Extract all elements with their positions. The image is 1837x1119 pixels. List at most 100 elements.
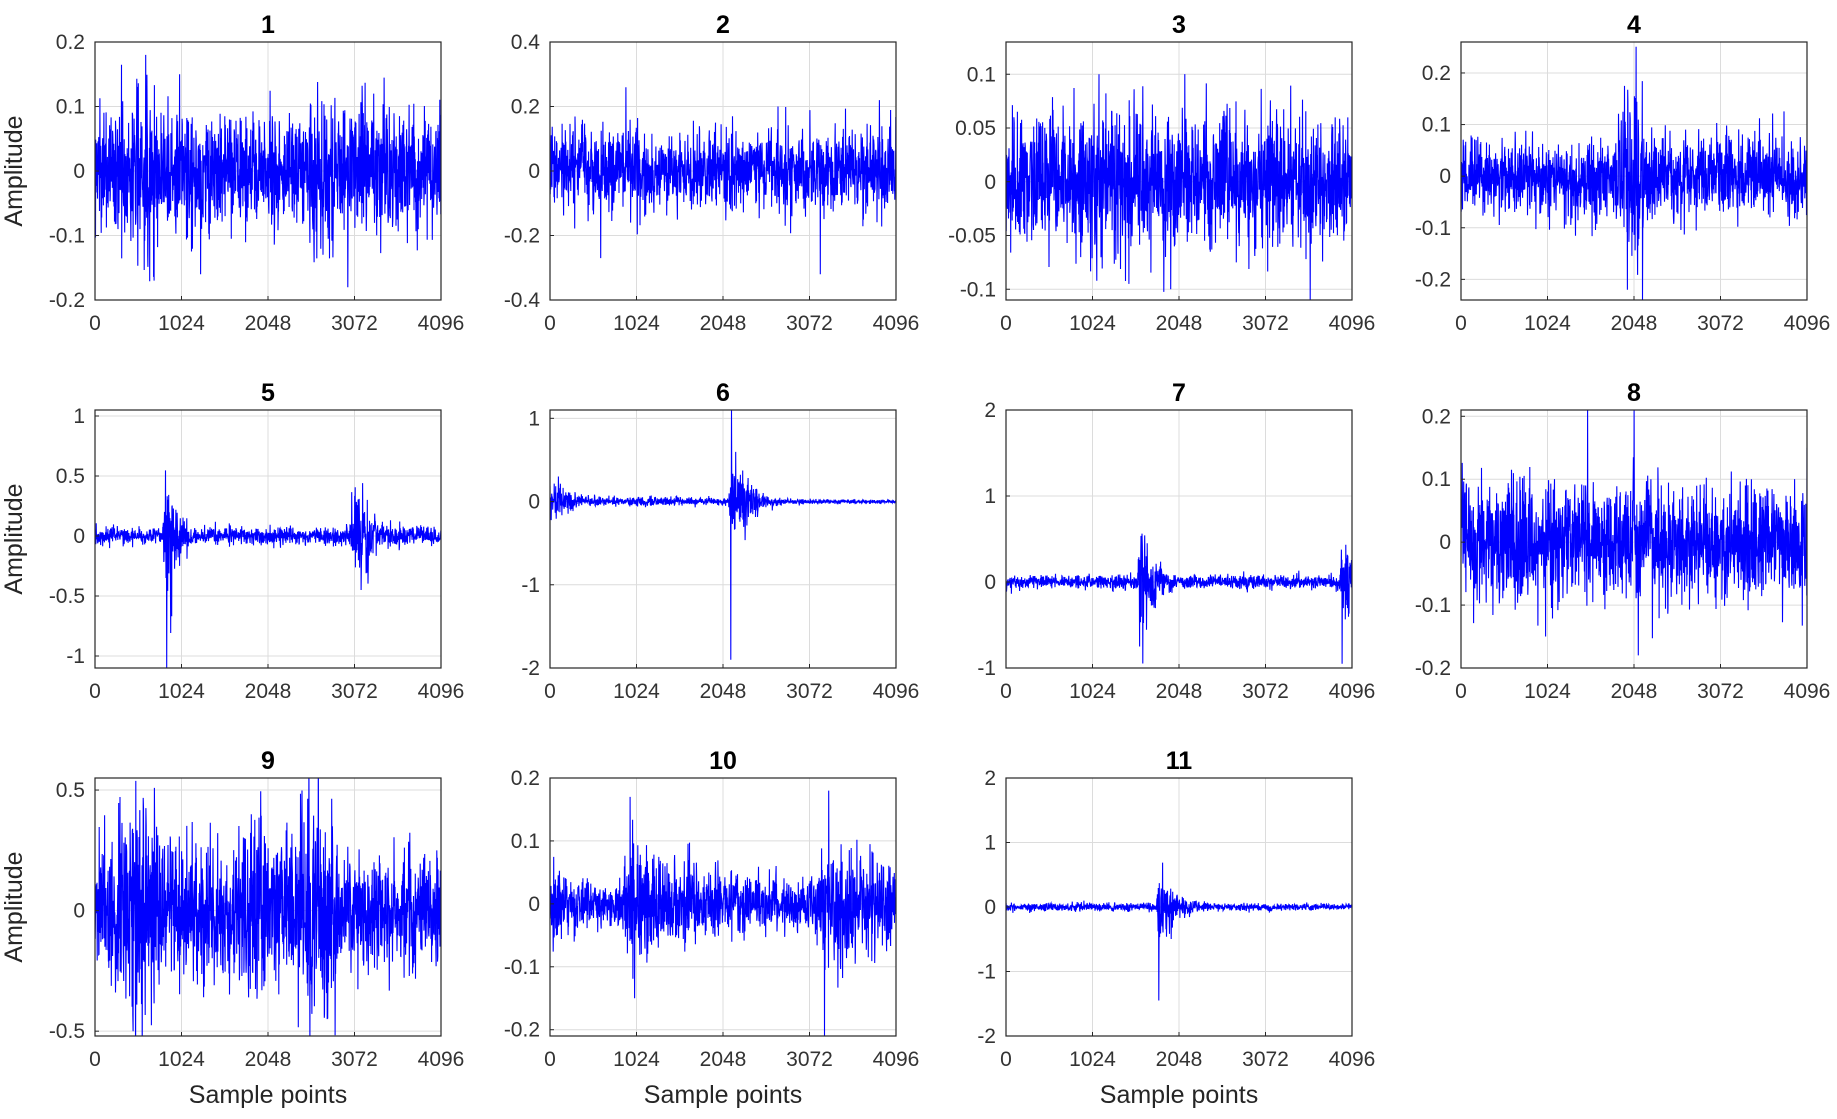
y-tick-label: 0.2 bbox=[511, 96, 540, 119]
subplot-1: 0 1024 2048 3072 4096 -0.2 -0.1 0 0.1 0.2 1 Amplitu… bbox=[0, 11, 464, 335]
x-tick-label: 4096 bbox=[418, 1048, 465, 1071]
subplot-title: 2 bbox=[716, 11, 730, 39]
x-tick-label: 4096 bbox=[873, 1048, 920, 1071]
y-tick-label: 1 bbox=[984, 832, 996, 855]
x-tick-label: 2048 bbox=[1611, 680, 1658, 703]
y-tick-label: 0.5 bbox=[56, 465, 85, 488]
y-tick-label: 0.05 bbox=[955, 117, 996, 140]
subplot-8: 0 1024 2048 3072 4096 -0.2 -0.1 0 0.1 0.2 8 bbox=[1415, 379, 1831, 703]
x-tick-label: 4096 bbox=[418, 312, 465, 335]
x-tick-label: 3072 bbox=[1242, 312, 1289, 335]
signal-line bbox=[1006, 74, 1352, 300]
x-tick-label: 1024 bbox=[1069, 680, 1116, 703]
y-tick-label: 0 bbox=[1439, 531, 1451, 554]
y-tick-label: 0 bbox=[984, 571, 996, 594]
subplot-5: 0 1024 2048 3072 4096 -1 -0.5 0 0.5 1 5 Amplitude bbox=[0, 379, 464, 703]
y-tick-label: 0.2 bbox=[56, 31, 85, 54]
y-tick-label: 0.2 bbox=[1422, 62, 1451, 85]
y-tick-label: 0 bbox=[528, 893, 540, 916]
subplot-title: 6 bbox=[716, 379, 730, 407]
y-tick-label: -0.1 bbox=[504, 956, 540, 979]
y-tick-label: -0.1 bbox=[1415, 217, 1451, 240]
y-tick-label: -2 bbox=[977, 1025, 996, 1048]
signal-line bbox=[550, 87, 896, 275]
subplot-title: 5 bbox=[261, 379, 275, 407]
signal-line bbox=[95, 470, 441, 668]
x-tick-label: 4096 bbox=[1329, 1048, 1376, 1071]
x-tick-label: 0 bbox=[1000, 312, 1012, 335]
subplot-9: 0 1024 2048 3072 4096-0.500.59AmplitudeSampl… bbox=[0, 747, 465, 1109]
subplot-title: 4 bbox=[1627, 11, 1641, 39]
x-tick-label: 1024 bbox=[613, 312, 660, 335]
x-axis-label: Sample points bbox=[1100, 1081, 1258, 1109]
y-tick-label: 0.2 bbox=[511, 767, 540, 790]
x-tick-label: 1024 bbox=[1069, 312, 1116, 335]
x-tick-label: 4096 bbox=[873, 680, 920, 703]
x-tick-label: 0 bbox=[1455, 680, 1467, 703]
y-tick-label: -0.2 bbox=[504, 225, 540, 248]
y-tick-label: 0 bbox=[1439, 165, 1451, 188]
y-tick-label: 0.2 bbox=[1422, 405, 1451, 428]
x-tick-label: 1024 bbox=[158, 680, 205, 703]
x-tick-label: 4096 bbox=[873, 312, 920, 335]
x-tick-label: 4096 bbox=[1784, 312, 1831, 335]
signal-line bbox=[1006, 862, 1352, 1001]
subplot-4: 0 1024 2048 3072 4096 -0.2 -0.1 0 0.1 0.2 4 bbox=[1415, 11, 1831, 335]
x-tick-label: 0 bbox=[544, 312, 556, 335]
x-tick-label: 0 bbox=[1000, 680, 1012, 703]
y-tick-label: 0.1 bbox=[56, 96, 85, 119]
x-tick-label: 1024 bbox=[1524, 312, 1571, 335]
x-tick-label: 3072 bbox=[1697, 680, 1744, 703]
subplot-title: 10 bbox=[709, 747, 737, 775]
subplot-title: 7 bbox=[1172, 379, 1186, 407]
signal-line bbox=[95, 778, 441, 1036]
x-tick-label: 4096 bbox=[1784, 680, 1831, 703]
x-tick-label: 4096 bbox=[1329, 680, 1376, 703]
y-tick-label: 0 bbox=[528, 160, 540, 183]
y-tick-label: -0.2 bbox=[504, 1019, 540, 1042]
x-tick-label: 1024 bbox=[158, 312, 205, 335]
x-tick-label: 2048 bbox=[245, 312, 292, 335]
y-tick-label: 1 bbox=[73, 405, 85, 428]
signal-line bbox=[95, 54, 441, 288]
y-tick-label: -0.1 bbox=[960, 278, 996, 301]
y-tick-label: -0.05 bbox=[948, 225, 996, 248]
x-tick-label: 1024 bbox=[613, 1048, 660, 1071]
x-tick-label: 4096 bbox=[1329, 312, 1376, 335]
y-tick-label: 2 bbox=[984, 767, 996, 790]
y-tick-label: 0.1 bbox=[511, 830, 540, 853]
x-tick-label: 3072 bbox=[1697, 312, 1744, 335]
y-tick-label: 1 bbox=[984, 485, 996, 508]
x-tick-label: 3072 bbox=[1242, 680, 1289, 703]
x-tick-label: 2048 bbox=[1156, 1048, 1203, 1071]
x-tick-label: 1024 bbox=[1069, 1048, 1116, 1071]
x-tick-label: 2048 bbox=[1156, 680, 1203, 703]
y-tick-label: 0 bbox=[73, 525, 85, 548]
x-tick-label: 0 bbox=[544, 680, 556, 703]
y-tick-label: 0.1 bbox=[1422, 468, 1451, 491]
subplot-11: 0 1024 2048 3072 4096 -2 -1 0 1 2 11 Sample points bbox=[977, 747, 1375, 1109]
x-tick-label: 3072 bbox=[331, 312, 378, 335]
y-tick-label: -1 bbox=[977, 961, 996, 984]
subplot-title: 3 bbox=[1172, 11, 1186, 39]
x-tick-label: 3072 bbox=[786, 680, 833, 703]
signal-line bbox=[1461, 46, 1807, 300]
x-tick-label: 2048 bbox=[245, 1048, 292, 1071]
x-tick-label: 2048 bbox=[1611, 312, 1658, 335]
x-tick-label: 2048 bbox=[700, 680, 747, 703]
x-axis-label: Sample points bbox=[644, 1081, 802, 1109]
y-tick-label: -0.2 bbox=[1415, 657, 1451, 680]
y-tick-label: 0.1 bbox=[1422, 114, 1451, 137]
y-tick-label: 0.1 bbox=[967, 63, 996, 86]
x-tick-label: 3072 bbox=[331, 1048, 378, 1071]
y-tick-label: 0 bbox=[73, 160, 85, 183]
x-tick-label: 3072 bbox=[1242, 1048, 1289, 1071]
x-tick-label: 2048 bbox=[245, 680, 292, 703]
x-tick-label: 3072 bbox=[331, 680, 378, 703]
subplot-3: 0 1024 2048 3072 4096 -0.1 -0.05 0 0.05 0.1 3 bbox=[948, 11, 1375, 335]
y-tick-label: 0.5 bbox=[56, 779, 85, 802]
y-tick-label: 0 bbox=[984, 171, 996, 194]
y-tick-label: -1 bbox=[977, 657, 996, 680]
x-tick-label: 0 bbox=[89, 312, 101, 335]
x-tick-label: 0 bbox=[1000, 1048, 1012, 1071]
